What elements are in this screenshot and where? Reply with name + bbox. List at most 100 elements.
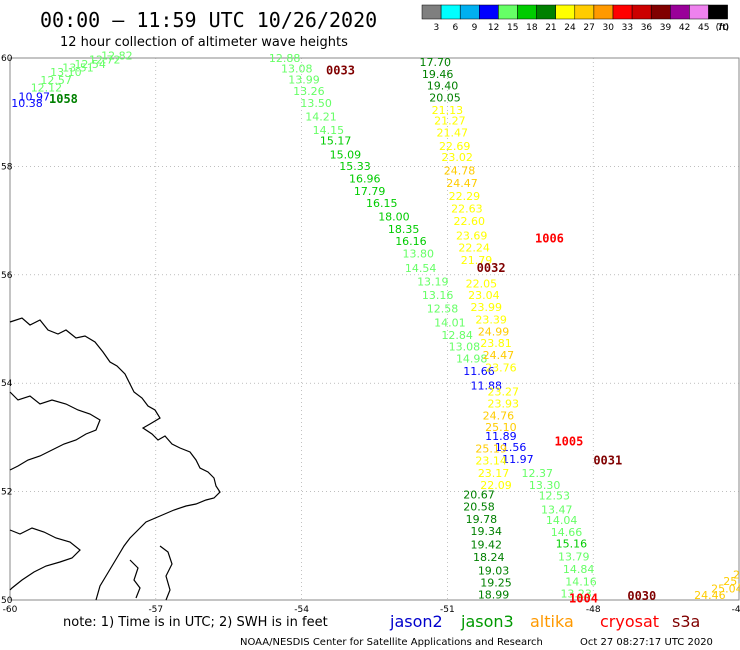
legend-swatch	[650, 4, 671, 20]
lat-tick-label: 52	[1, 488, 12, 498]
swh-label: 24.76	[483, 410, 515, 423]
pass-time-label: 0033	[326, 63, 355, 77]
lat-tick-label: 58	[1, 162, 13, 172]
swh-label: 20.05	[429, 91, 461, 104]
lon-tick-label: -54	[294, 605, 309, 615]
swh-label: 10.97	[19, 90, 51, 103]
legend-swatch	[670, 4, 690, 20]
swh-label: 24.98	[733, 568, 740, 581]
swh-label: 10.38	[11, 97, 43, 110]
swh-label: 16.96	[349, 173, 381, 186]
swh-label: 13.08	[449, 341, 481, 354]
swh-label: 22.09	[480, 479, 512, 492]
lon-tick-label: -48	[586, 605, 601, 615]
lon-tick-label: -57	[148, 605, 163, 615]
map-title: 00:00 – 11:59 UTC 10/26/2020	[40, 8, 377, 32]
pass-time-label: 0030	[627, 589, 656, 603]
swh-label: 16.16	[395, 235, 427, 248]
legend-tick-label: 15	[507, 23, 518, 33]
swh-label: 23.81	[480, 337, 512, 350]
swh-label: 12.12	[31, 82, 63, 95]
track-jason3-nw: 10.3810.9712.1212.5713.1013.5112.5412.72…	[11, 50, 132, 110]
swh-label: 24.47	[483, 349, 515, 362]
map-subtitle: 12 hour collection of altimeter wave hei…	[60, 35, 348, 50]
legend-tick-label: 39	[660, 23, 672, 33]
coastline-path	[9, 317, 221, 601]
swh-label: 14.01	[434, 316, 466, 329]
pass-time-label: 1005	[554, 435, 583, 449]
swh-label: 19.46	[422, 68, 454, 81]
pass-time-label: 1004	[569, 592, 598, 606]
legend-unit: (ft)	[716, 23, 730, 33]
swh-label: 20.58	[463, 501, 495, 514]
swh-label: 13.79	[558, 550, 590, 563]
swh-label: 14.84	[563, 563, 595, 576]
swh-label: 11.88	[471, 380, 503, 393]
legend-swatch	[517, 4, 537, 20]
legend-swatch	[689, 4, 709, 20]
pass-time-label: 1006	[535, 231, 564, 245]
swh-label: 12.58	[427, 303, 459, 316]
legend-swatch	[708, 4, 728, 20]
swh-label: 12.88	[269, 52, 301, 65]
legend-tick-label: 6	[453, 23, 459, 33]
swh-label: 13.19	[417, 276, 449, 289]
swh-label: 14.04	[546, 514, 578, 527]
legend-tick-label: 24	[564, 23, 576, 33]
satellite-legend-jason2: jason2	[389, 612, 443, 631]
footer-credit: NOAA/NESDIS Center for Satellite Applica…	[240, 637, 543, 648]
swh-label: 22.63	[451, 202, 483, 215]
swh-label: 23.04	[468, 289, 500, 302]
lat-tick-label: 50	[1, 596, 13, 606]
swh-label: 18.24	[473, 551, 505, 564]
plot-frame	[9, 57, 740, 601]
swh-label: 12.82	[101, 50, 133, 63]
legend-swatch	[536, 4, 556, 20]
swh-label: 22.24	[458, 241, 490, 254]
swh-label: 13.80	[402, 247, 434, 260]
coastline	[9, 317, 221, 601]
swh-label: 19.40	[427, 79, 459, 92]
lon-tick-label: -60	[3, 605, 18, 615]
swh-label: 12.54	[74, 58, 106, 71]
swh-label: 15.09	[330, 148, 362, 161]
swh-label: 21.79	[461, 254, 493, 267]
legend-tick-label: 12	[488, 23, 499, 33]
swh-label: 13.23	[560, 587, 592, 600]
swh-label: 12.53	[539, 490, 571, 503]
swh-label: 22.69	[439, 140, 471, 153]
swh-label: 21.27	[434, 115, 466, 128]
swh-label: 22.29	[449, 190, 481, 203]
pass-time-label: 0031	[593, 454, 622, 468]
legend-swatch	[421, 4, 442, 20]
swh-label: 23.27	[488, 386, 520, 399]
legend-swatch	[631, 4, 652, 20]
swh-label: 23.76	[485, 361, 517, 374]
swh-label: 11.97	[502, 453, 534, 466]
swh-label: 21.13	[432, 104, 464, 117]
swh-label: 14.98	[456, 353, 488, 366]
lat-tick-label: 56	[1, 271, 13, 281]
swh-label: 19.78	[466, 513, 498, 526]
swh-label: 16.15	[366, 197, 398, 210]
legend-tick-label: 36	[641, 23, 653, 33]
legend-swatch	[612, 4, 633, 20]
legend-tick-label: 9	[472, 23, 478, 33]
swh-label: 24.78	[444, 165, 476, 178]
swh-label: 12.72	[89, 53, 121, 66]
swh-label: 19.34	[471, 525, 503, 538]
satellite-legend-cryosat: cryosat	[600, 612, 659, 631]
swh-label: 23.69	[456, 230, 488, 243]
legend-tick-label: 33	[622, 23, 633, 33]
footer-timestamp: Oct 27 08:27:17 UTC 2020	[580, 637, 713, 648]
swh-label: 23.14	[475, 455, 507, 468]
legend-swatch	[440, 4, 461, 20]
legend-swatch	[498, 4, 518, 20]
swh-label: 25.32	[723, 575, 740, 588]
legend-tick-label: 18	[526, 23, 538, 33]
swh-label: 14.66	[551, 526, 583, 539]
swh-label: 12.57	[40, 74, 72, 87]
swh-label: 17.70	[420, 56, 452, 69]
